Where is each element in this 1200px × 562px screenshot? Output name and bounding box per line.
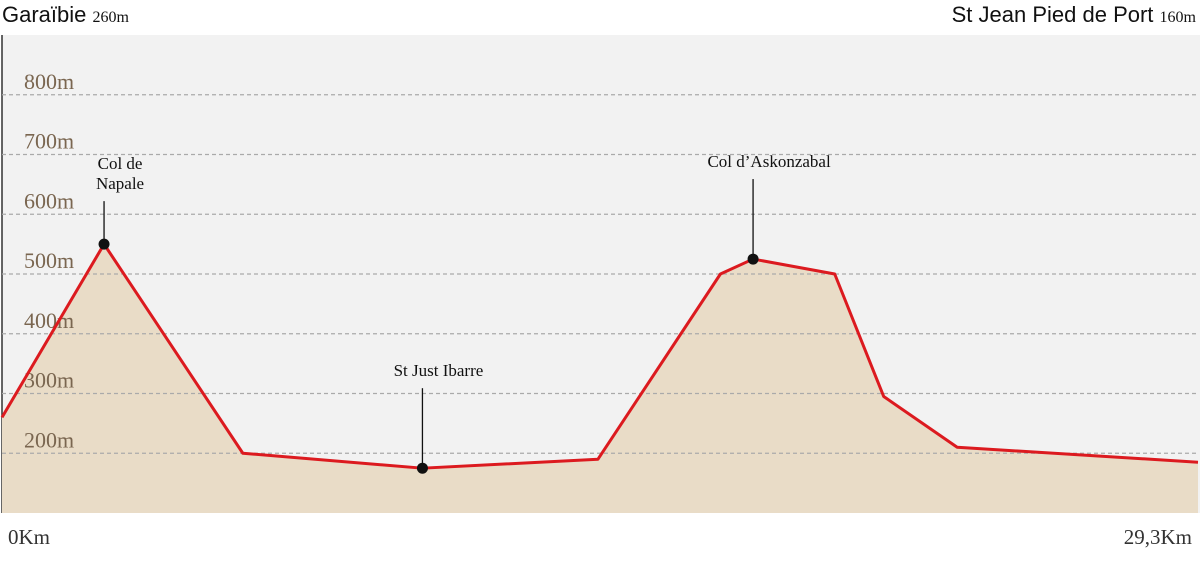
annotation-label: St Just Ibarre [394,361,484,380]
annotation-label: Napale [96,174,144,193]
y-tick-label: 600m [24,188,74,213]
annotation-label: Col de [98,154,143,173]
end-label: St Jean Pied de Port 160m [952,2,1197,27]
start-name: Garaïbie [2,2,86,27]
y-tick-label: 500m [24,248,74,273]
annotation-dot [747,253,759,265]
y-tick-label: 800m [24,69,74,94]
annotation-dot [416,462,428,474]
y-tick-label: 400m [24,308,74,333]
x-tick-label: 29,3Km [1124,525,1192,549]
elevation-line [0,242,1199,470]
annotation-dot [98,238,110,250]
start-elevation: 260m [93,9,130,26]
start-label: Garaïbie 260m [2,2,130,27]
y-tick-label: 200m [24,427,74,452]
annotation-label: Col d’Askonzabal [707,152,831,171]
y-tick-label: 300m [24,368,74,393]
area-fill [2,244,1198,513]
y-tick-label: 700m [24,129,74,154]
x-tick-label: 0Km [8,525,50,549]
end-elevation: 160m [1160,9,1197,26]
end-name: St Jean Pied de Port [952,2,1154,27]
